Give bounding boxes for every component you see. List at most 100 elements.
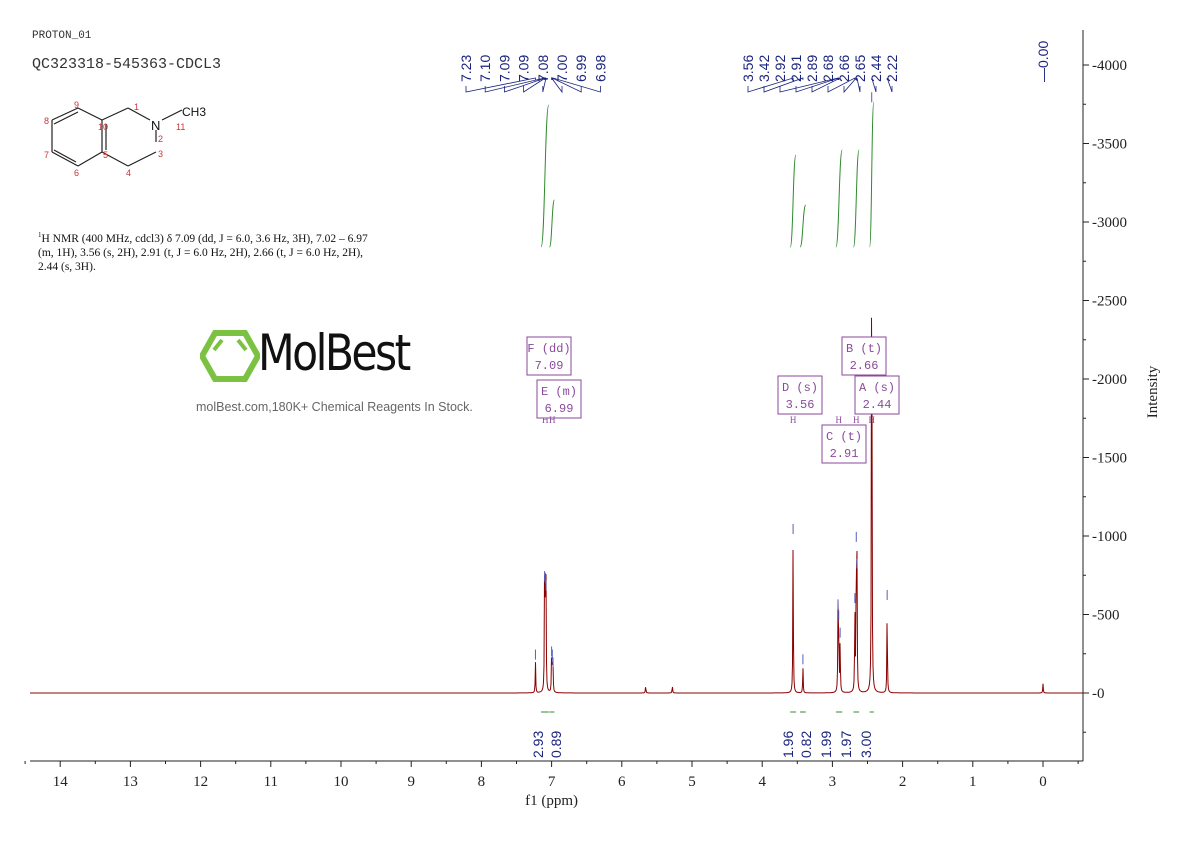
atom-2: 2 [158, 134, 163, 144]
peak-label: 7.00 [554, 55, 570, 82]
integral-curve [799, 204, 807, 248]
peak-label-leader [551, 77, 582, 93]
molecule-structure: N CH3 1 2 3 4 5 6 7 8 9 10 11 [44, 100, 206, 178]
atom-6: 6 [74, 168, 79, 178]
peak-label: 6.99 [573, 55, 589, 82]
peak-label-leader [811, 77, 841, 93]
y-tick-label: -3500 [1092, 137, 1127, 153]
peak-label: 2.44 [868, 55, 884, 82]
multiplet-range-marker: H [790, 415, 797, 425]
y-axis-label: Intensity [1145, 365, 1161, 418]
multiplet-shift: 2.66 [850, 359, 879, 373]
x-tick-label: 1 [969, 774, 977, 790]
spectrum-trace [30, 317, 1083, 694]
integral-value: 1.96 [780, 731, 796, 758]
peak-label: 2.22 [884, 55, 900, 82]
peak-label-leader [856, 77, 861, 93]
integral-curve [869, 101, 875, 248]
x-tick-label: 2 [899, 774, 907, 790]
x-tick-label: 4 [758, 774, 766, 790]
multiplet-shift: 7.09 [535, 359, 564, 373]
integral-value: 1.99 [818, 731, 834, 758]
watermark-tagline: molBest.com,180K+ Chemical Reagents In S… [196, 400, 473, 414]
peak-label-leader [484, 77, 545, 93]
x-tick-label: 8 [478, 774, 486, 790]
nitrogen-label: N [151, 118, 160, 133]
integral-value: 0.82 [798, 731, 814, 758]
integral-value: 0.89 [548, 731, 564, 758]
peak-label: 7.09 [496, 55, 512, 82]
x-axis-label: f1 (ppm) [525, 793, 578, 809]
x-tick-label: 0 [1039, 774, 1047, 790]
x-tick-label: 13 [123, 774, 138, 790]
multiplet-box [777, 375, 823, 415]
peak-label-leader [747, 77, 794, 93]
integral-value: 2.93 [530, 731, 546, 758]
peak-label-leader [843, 76, 857, 94]
multiplet-box [526, 336, 572, 376]
integral-curve [835, 149, 843, 248]
integral-curve [540, 104, 550, 248]
x-tick-label: 3 [829, 774, 837, 790]
multiplet-shift: 6.99 [545, 402, 574, 416]
x-tick-label: 12 [193, 774, 208, 790]
multiplet-box [841, 336, 887, 376]
integral-curve [789, 154, 797, 248]
peak-label: 2.65 [852, 55, 868, 82]
x-tick-label: 9 [407, 774, 415, 790]
x-tick-label: 14 [53, 774, 69, 790]
integral-curve [549, 199, 555, 248]
multiplet-shift: 2.91 [830, 447, 859, 461]
multiplet-range-marker: H [868, 415, 875, 425]
multiplet-box [821, 424, 867, 464]
peak-label: 2.91 [788, 55, 804, 82]
peak-label: 7.10 [477, 55, 493, 82]
peak-label-leader [551, 76, 563, 94]
peak-label-leader [552, 77, 601, 93]
atom-3: 3 [158, 149, 163, 159]
y-tick-label: -2500 [1092, 294, 1127, 310]
multiplet-label: D (s) [782, 381, 818, 395]
atom-8: 8 [44, 116, 49, 126]
watermark-brand: MolBest [258, 324, 411, 382]
y-tick-label: -0 [1092, 686, 1105, 702]
atom-7: 7 [44, 150, 49, 160]
atom-11: 11 [176, 122, 185, 132]
molbest-logo-icon [200, 330, 260, 382]
y-tick-label: -1500 [1092, 451, 1127, 467]
peak-label-leader [763, 77, 804, 93]
peak-label: 7.23 [458, 55, 474, 82]
x-tick-label: 11 [264, 774, 278, 790]
multiplet-shift: 3.56 [786, 398, 815, 412]
multiplet-label: B (t) [846, 342, 882, 356]
integral-value: 3.00 [858, 731, 874, 758]
peak-label: 2.66 [836, 55, 852, 82]
multiplet-range-marker: H [835, 415, 842, 425]
atom-10: 10 [98, 122, 108, 132]
y-tick-label: -2000 [1092, 372, 1127, 388]
peak-label: 2.92 [772, 55, 788, 82]
experiment-name: PROTON_01 [32, 30, 92, 42]
x-tick-label: 7 [548, 774, 556, 790]
multiplet-shift: 2.44 [863, 398, 892, 412]
y-tick-label: -3000 [1092, 215, 1127, 231]
y-tick-label: -4000 [1092, 58, 1127, 74]
peak-label: 3.42 [756, 55, 772, 82]
nmr-description: 1H NMR (400 MHz, cdcl3) δ 7.09 (dd, J = … [38, 231, 368, 273]
x-tick-label: 10 [334, 774, 349, 790]
atom-5: 5 [103, 150, 108, 160]
integral-value: 1.97 [838, 731, 854, 758]
integral-curve [852, 149, 860, 248]
peak-label-leader [886, 77, 893, 93]
peak-label-tms: —0.00 [1035, 41, 1051, 82]
peak-label-leader [523, 77, 546, 93]
multiplet-range-marker: H [542, 415, 549, 425]
multiplet-box [536, 379, 582, 419]
x-tick-label: 6 [618, 774, 626, 790]
atom-1: 1 [134, 102, 139, 112]
peak-label: 7.08 [535, 55, 551, 82]
peak-label: 3.56 [740, 55, 756, 82]
multiplet-range-marker: H [549, 415, 556, 425]
sample-id: QC323318-545363-CDCL3 [32, 56, 222, 73]
